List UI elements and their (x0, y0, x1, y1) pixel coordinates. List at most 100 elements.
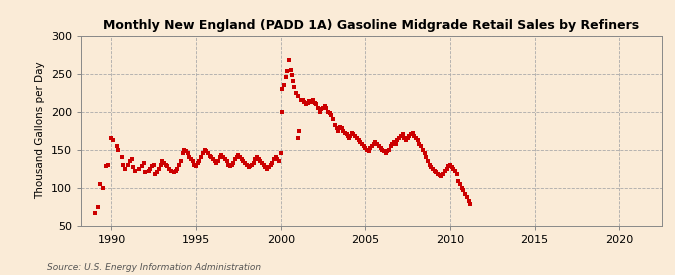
Point (375, 146, 386, 150)
Point (230, 157, 240, 162)
Point (163, 166, 174, 171)
Point (153, 166, 164, 171)
Point (133, 166, 144, 171)
Point (453, 179, 464, 184)
Point (140, 170, 151, 175)
Point (242, 163, 252, 167)
Point (309, 100, 320, 105)
Point (290, 90, 301, 95)
Point (223, 163, 234, 167)
Point (272, 156, 283, 161)
Point (265, 163, 276, 167)
Point (304, 99, 315, 103)
Point (385, 144, 396, 148)
Point (201, 149, 212, 153)
Point (428, 166, 439, 171)
Point (342, 132, 352, 137)
Point (458, 188, 469, 192)
Point (323, 109, 333, 114)
Point (450, 169, 460, 173)
Point (346, 131, 357, 135)
Point (113, 147, 124, 152)
Point (169, 170, 180, 175)
Point (126, 156, 137, 161)
Point (329, 123, 340, 128)
Point (387, 141, 398, 146)
Point (340, 131, 350, 135)
Point (356, 141, 367, 146)
Point (350, 134, 360, 138)
Point (221, 159, 232, 163)
Point (228, 160, 239, 165)
Point (373, 144, 384, 148)
Point (262, 166, 273, 171)
Point (226, 163, 237, 167)
Point (367, 144, 377, 148)
Point (236, 156, 247, 161)
Point (280, 75, 291, 80)
Point (316, 107, 327, 112)
Point (293, 136, 304, 141)
Point (363, 149, 374, 153)
Point (306, 100, 317, 104)
Point (463, 199, 474, 204)
Point (404, 134, 414, 138)
Point (318, 106, 329, 110)
Point (170, 169, 181, 173)
Point (177, 151, 188, 156)
Point (448, 166, 459, 171)
Point (179, 147, 190, 152)
Point (246, 163, 257, 167)
Point (235, 155, 246, 160)
Point (410, 136, 421, 141)
Point (173, 163, 184, 167)
Point (92, 204, 103, 209)
Point (389, 140, 400, 144)
Point (382, 149, 393, 153)
Point (421, 155, 431, 160)
Point (286, 68, 296, 72)
Point (379, 149, 389, 153)
Point (219, 156, 230, 161)
Point (125, 159, 136, 163)
Point (95, 182, 105, 186)
Point (443, 164, 454, 169)
Point (400, 138, 411, 143)
Point (396, 134, 406, 138)
Point (383, 147, 394, 152)
Point (146, 164, 157, 169)
Point (211, 161, 222, 166)
Point (344, 136, 354, 141)
Point (460, 191, 470, 196)
Point (392, 138, 403, 143)
Point (328, 117, 339, 122)
Point (289, 84, 300, 89)
Point (394, 136, 404, 141)
Point (199, 147, 210, 152)
Point (313, 106, 323, 110)
Point (407, 131, 418, 135)
Point (205, 153, 215, 158)
Point (128, 165, 139, 169)
Point (202, 151, 213, 156)
Point (456, 185, 467, 190)
Point (311, 102, 322, 106)
Point (206, 155, 217, 160)
Point (255, 159, 266, 163)
Point (157, 159, 167, 163)
Point (245, 164, 256, 169)
Point (360, 146, 371, 150)
Point (321, 106, 332, 110)
Point (365, 146, 376, 150)
Point (355, 140, 366, 144)
Point (297, 98, 308, 103)
Point (186, 156, 196, 161)
Point (123, 163, 134, 167)
Point (439, 169, 450, 173)
Point (307, 98, 318, 103)
Point (218, 155, 229, 160)
Point (269, 157, 279, 162)
Point (103, 163, 113, 167)
Point (215, 155, 225, 160)
Point (446, 165, 457, 169)
